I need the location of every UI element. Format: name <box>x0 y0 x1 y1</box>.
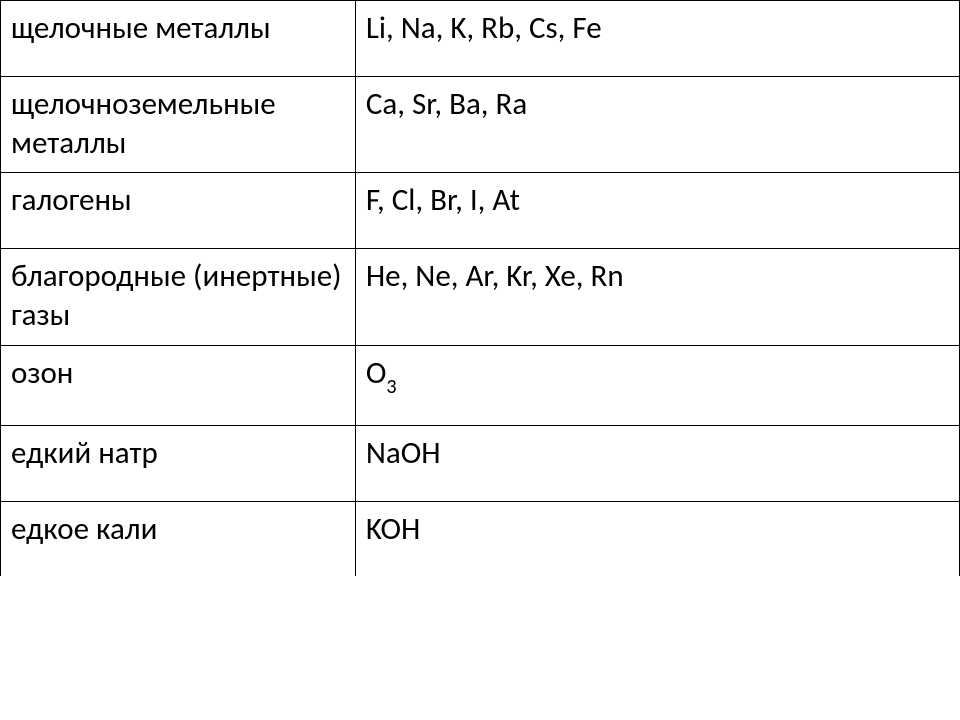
table-row: едкое кали KOH <box>1 501 960 576</box>
table-row: озон O3 <box>1 345 960 425</box>
term-label: галогены <box>1 173 356 249</box>
term-value: F, Cl, Br, I, At <box>355 173 959 249</box>
table-row: галогены F, Cl, Br, I, At <box>1 173 960 249</box>
table-row: благородные (инертные) газы He, Ne, Ar, … <box>1 249 960 346</box>
term-value: KOH <box>355 501 959 576</box>
term-label: едкий натр <box>1 425 356 501</box>
formula-subscript: 3 <box>386 375 396 399</box>
term-label: озон <box>1 345 356 425</box>
table-body: щелочные металлы Li, Na, K, Rb, Cs, Fe щ… <box>1 1 960 577</box>
term-value: NaOH <box>355 425 959 501</box>
formula-base: O <box>366 354 387 392</box>
term-value: Li, Na, K, Rb, Cs, Fe <box>355 1 959 77</box>
term-value: Ca, Sr, Ba, Ra <box>355 76 959 173</box>
term-value: He, Ne, Ar, Kr, Xe, Rn <box>355 249 959 346</box>
term-label: едкое кали <box>1 501 356 576</box>
table: щелочные металлы Li, Na, K, Rb, Cs, Fe щ… <box>0 0 960 576</box>
term-label: щелочные металлы <box>1 1 356 77</box>
term-label: благородные (инертные) газы <box>1 249 356 346</box>
term-label: щелочноземельные металлы <box>1 76 356 173</box>
chemistry-terms-table: щелочные металлы Li, Na, K, Rb, Cs, Fe щ… <box>0 0 960 720</box>
term-value: O3 <box>355 345 959 425</box>
table-row: щелочные металлы Li, Na, K, Rb, Cs, Fe <box>1 1 960 77</box>
table-row: щелочноземельные металлы Ca, Sr, Ba, Ra <box>1 76 960 173</box>
table-row: едкий натр NaOH <box>1 425 960 501</box>
